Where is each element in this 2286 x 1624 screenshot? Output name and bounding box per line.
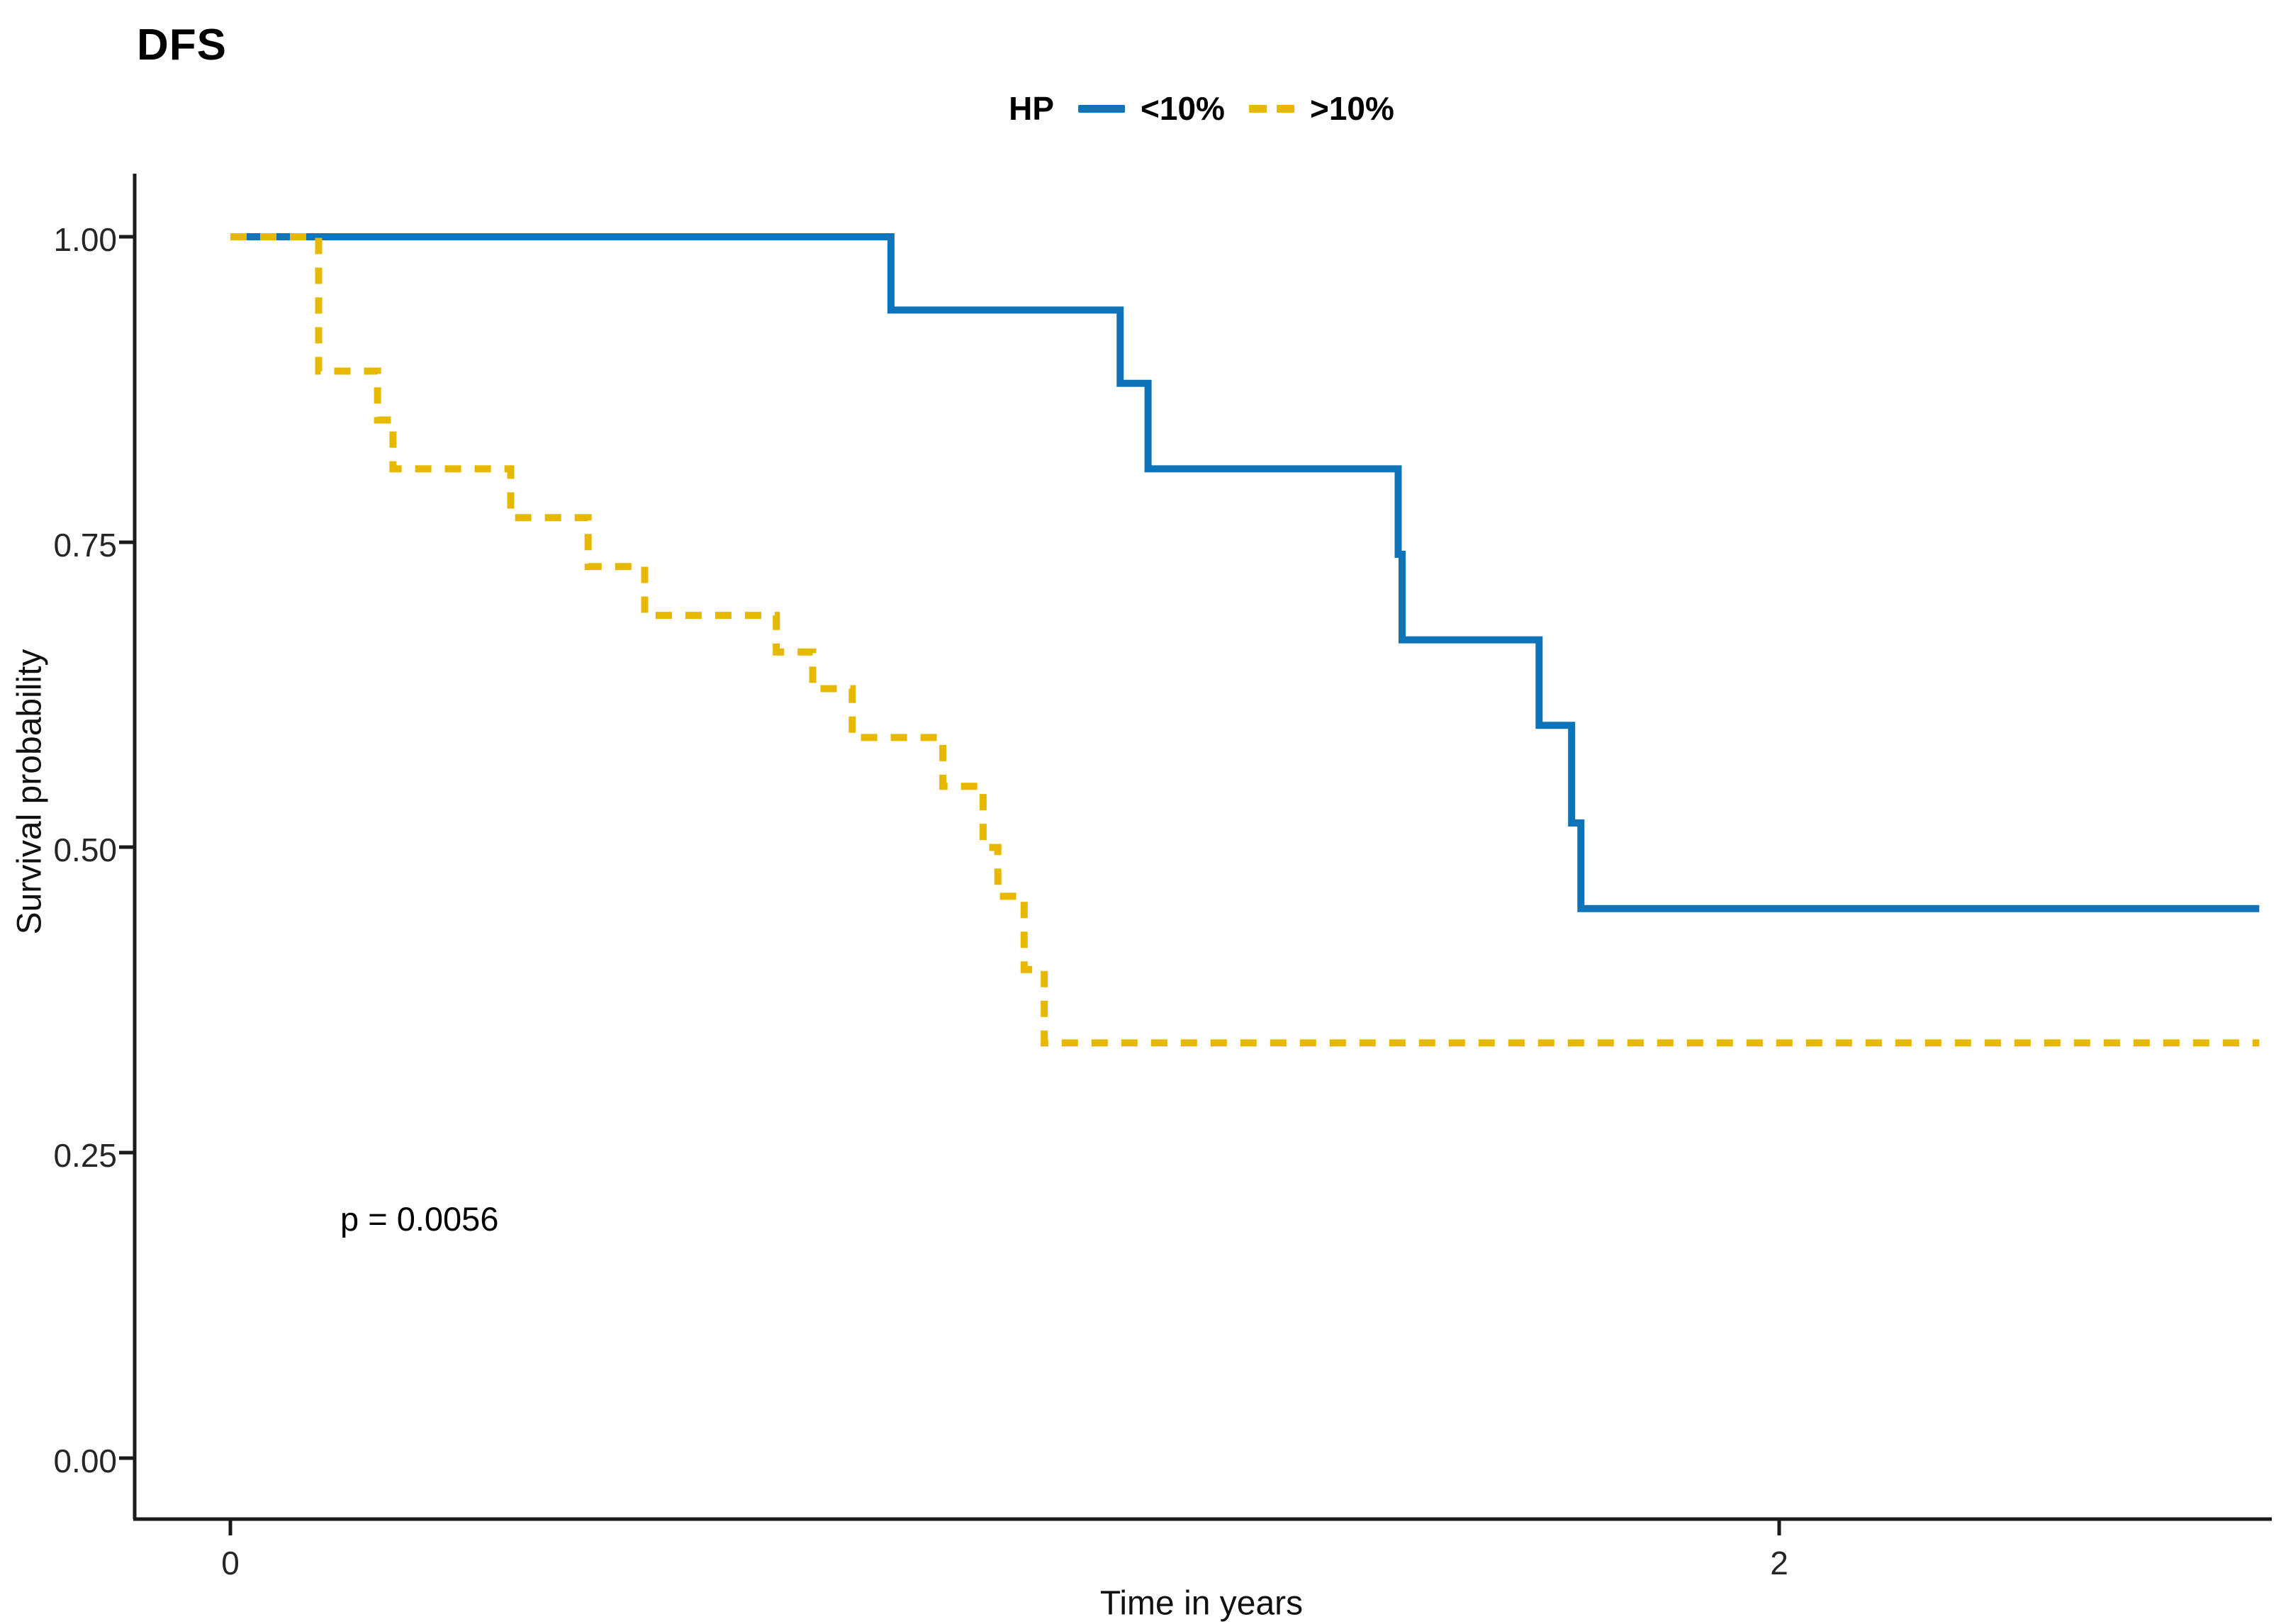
legend-label-gt10: >10% bbox=[1309, 90, 1394, 127]
x-tick-label-2: 2 bbox=[1770, 1545, 1788, 1581]
legend-key-dashed-line bbox=[1248, 104, 1294, 113]
p-value-annotation: p = 0.0056 bbox=[340, 1200, 499, 1238]
legend-label-lt10: <10% bbox=[1141, 90, 1225, 127]
survival-curves bbox=[230, 233, 2260, 1047]
page-title: DFS bbox=[137, 21, 227, 69]
y-tick-label-050: 0.50 bbox=[53, 831, 117, 868]
x-tick-label-0: 0 bbox=[221, 1545, 240, 1581]
survival-curve-gt10 bbox=[230, 233, 2260, 1047]
y-tick-label-075: 0.75 bbox=[53, 527, 117, 564]
y-tick-label-025: 0.25 bbox=[53, 1137, 117, 1174]
y-tick-marks bbox=[119, 235, 135, 1460]
legend-key-solid-line bbox=[1078, 104, 1126, 113]
y-axis-title: Survival probability bbox=[11, 649, 49, 935]
legend: HP <10% >10% bbox=[1009, 89, 1394, 128]
survival-curve-lt10 bbox=[230, 233, 2260, 912]
legend-item-lt10: <10% bbox=[1078, 89, 1225, 128]
y-tick-label-100: 1.00 bbox=[53, 221, 117, 258]
legend-item-gt10: >10% bbox=[1248, 89, 1394, 128]
legend-title: HP bbox=[1009, 90, 1055, 127]
y-tick-label-000: 0.00 bbox=[53, 1443, 117, 1479]
x-axis-title: Time in years bbox=[1099, 1584, 1304, 1623]
x-tick-marks bbox=[228, 1519, 1781, 1535]
